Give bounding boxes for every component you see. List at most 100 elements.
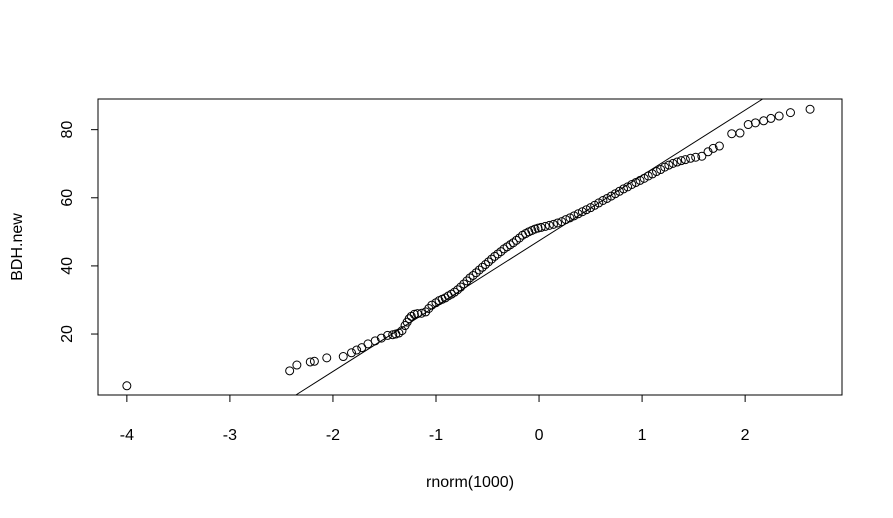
- y-tick-label: 40: [59, 257, 76, 275]
- data-point: [505, 240, 515, 250]
- data-point: [484, 257, 494, 267]
- data-point: [511, 235, 521, 245]
- y-tick-label: 80: [59, 121, 76, 139]
- data-point: [456, 282, 466, 292]
- y-tick-label: 20: [59, 325, 76, 343]
- x-tick-label: 2: [741, 427, 750, 444]
- x-tick-label: -1: [429, 427, 443, 444]
- data-point: [573, 209, 583, 219]
- data-point: [708, 143, 718, 153]
- x-tick-label: 1: [638, 427, 647, 444]
- data-point: [474, 265, 484, 275]
- data-point: [750, 118, 760, 128]
- x-tick-label: -3: [223, 427, 237, 444]
- data-point: [774, 111, 784, 121]
- data-point: [660, 162, 670, 172]
- data-point: [627, 179, 637, 189]
- data-point: [680, 155, 690, 165]
- data-point: [462, 276, 472, 286]
- data-point: [376, 333, 386, 343]
- data-point: [553, 218, 563, 228]
- data-point: [514, 233, 524, 243]
- data-point: [471, 268, 481, 278]
- data-point: [577, 207, 587, 217]
- data-point: [465, 273, 475, 283]
- y-axis-label: BDH.new: [9, 213, 26, 281]
- data-point: [406, 311, 416, 321]
- data-point: [540, 221, 550, 231]
- data-point: [676, 156, 686, 166]
- data-point: [631, 177, 641, 187]
- data-points: [122, 104, 815, 391]
- data-point: [598, 196, 608, 206]
- data-point: [652, 167, 662, 177]
- data-point: [569, 211, 579, 221]
- data-point: [421, 307, 431, 317]
- data-point: [468, 270, 478, 280]
- data-point: [370, 336, 380, 346]
- data-point: [397, 326, 407, 336]
- data-point: [727, 129, 737, 139]
- data-point: [409, 309, 419, 319]
- data-point: [499, 244, 509, 254]
- data-point: [697, 151, 707, 161]
- data-point: [394, 328, 404, 338]
- data-point: [735, 128, 745, 138]
- data-point: [493, 249, 503, 259]
- x-tick-label: 0: [535, 427, 544, 444]
- data-point: [305, 357, 315, 367]
- data-point: [544, 220, 554, 230]
- data-point: [668, 158, 678, 168]
- data-point: [450, 287, 460, 297]
- data-point: [417, 308, 427, 318]
- data-point: [686, 153, 696, 163]
- x-axis-label: rnorm(1000): [426, 474, 514, 491]
- data-point: [548, 219, 558, 229]
- data-point: [309, 356, 319, 366]
- data-point: [536, 222, 546, 232]
- data-point: [581, 205, 591, 215]
- data-point: [565, 213, 575, 223]
- data-point: [487, 254, 497, 264]
- data-point: [322, 353, 332, 363]
- data-point: [338, 352, 348, 362]
- data-point: [691, 152, 701, 162]
- data-point: [459, 279, 469, 289]
- data-point: [477, 262, 487, 272]
- data-point: [496, 247, 506, 257]
- data-point: [508, 238, 518, 248]
- data-point: [619, 184, 629, 194]
- plot-frame: [97, 98, 843, 396]
- data-point: [502, 242, 512, 252]
- data-point: [743, 120, 753, 130]
- data-point: [785, 108, 795, 118]
- data-point: [643, 171, 653, 181]
- data-point: [292, 360, 302, 370]
- x-tick-label: -4: [120, 427, 134, 444]
- data-point: [635, 175, 645, 185]
- data-point: [346, 348, 356, 358]
- data-point: [122, 381, 132, 391]
- data-point: [446, 289, 456, 299]
- data-point: [412, 309, 422, 319]
- x-axis: -4 -3 -2 -1 0 1 2: [120, 394, 750, 444]
- data-point: [285, 366, 295, 376]
- data-point: [352, 345, 362, 355]
- data-point: [480, 260, 490, 270]
- data-point: [561, 215, 571, 225]
- data-point: [557, 217, 567, 227]
- y-tick-label: 60: [59, 189, 76, 207]
- reference-line: [295, 98, 763, 396]
- data-point: [714, 141, 724, 151]
- data-point: [805, 104, 815, 114]
- data-point: [766, 113, 776, 123]
- data-point: [533, 223, 543, 233]
- data-point: [672, 157, 682, 167]
- y-axis: 20 40 60 80: [59, 121, 99, 343]
- data-point: [664, 160, 674, 170]
- data-point: [404, 314, 414, 324]
- x-tick-label: -2: [326, 427, 340, 444]
- data-point: [453, 285, 463, 295]
- data-point: [388, 330, 398, 340]
